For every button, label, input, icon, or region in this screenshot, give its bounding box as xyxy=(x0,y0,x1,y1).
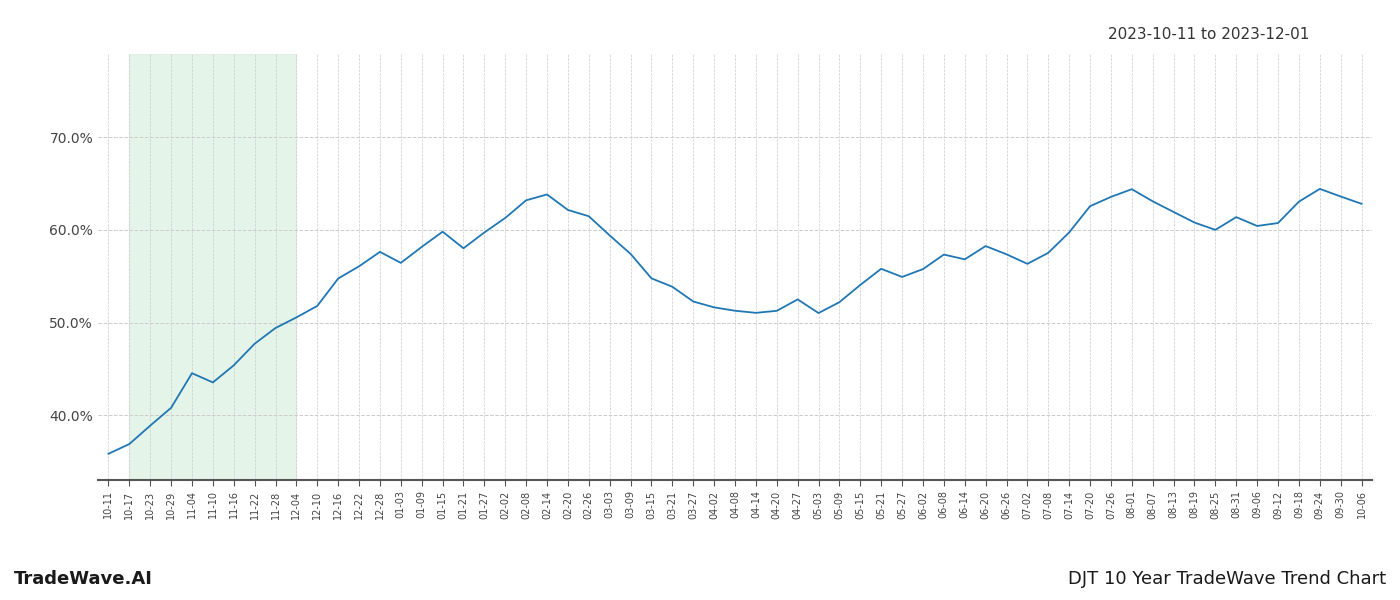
Bar xyxy=(129,54,297,480)
Text: DJT 10 Year TradeWave Trend Chart: DJT 10 Year TradeWave Trend Chart xyxy=(1068,570,1386,588)
Text: TradeWave.AI: TradeWave.AI xyxy=(14,570,153,588)
Text: 2023-10-11 to 2023-12-01: 2023-10-11 to 2023-12-01 xyxy=(1107,27,1309,42)
